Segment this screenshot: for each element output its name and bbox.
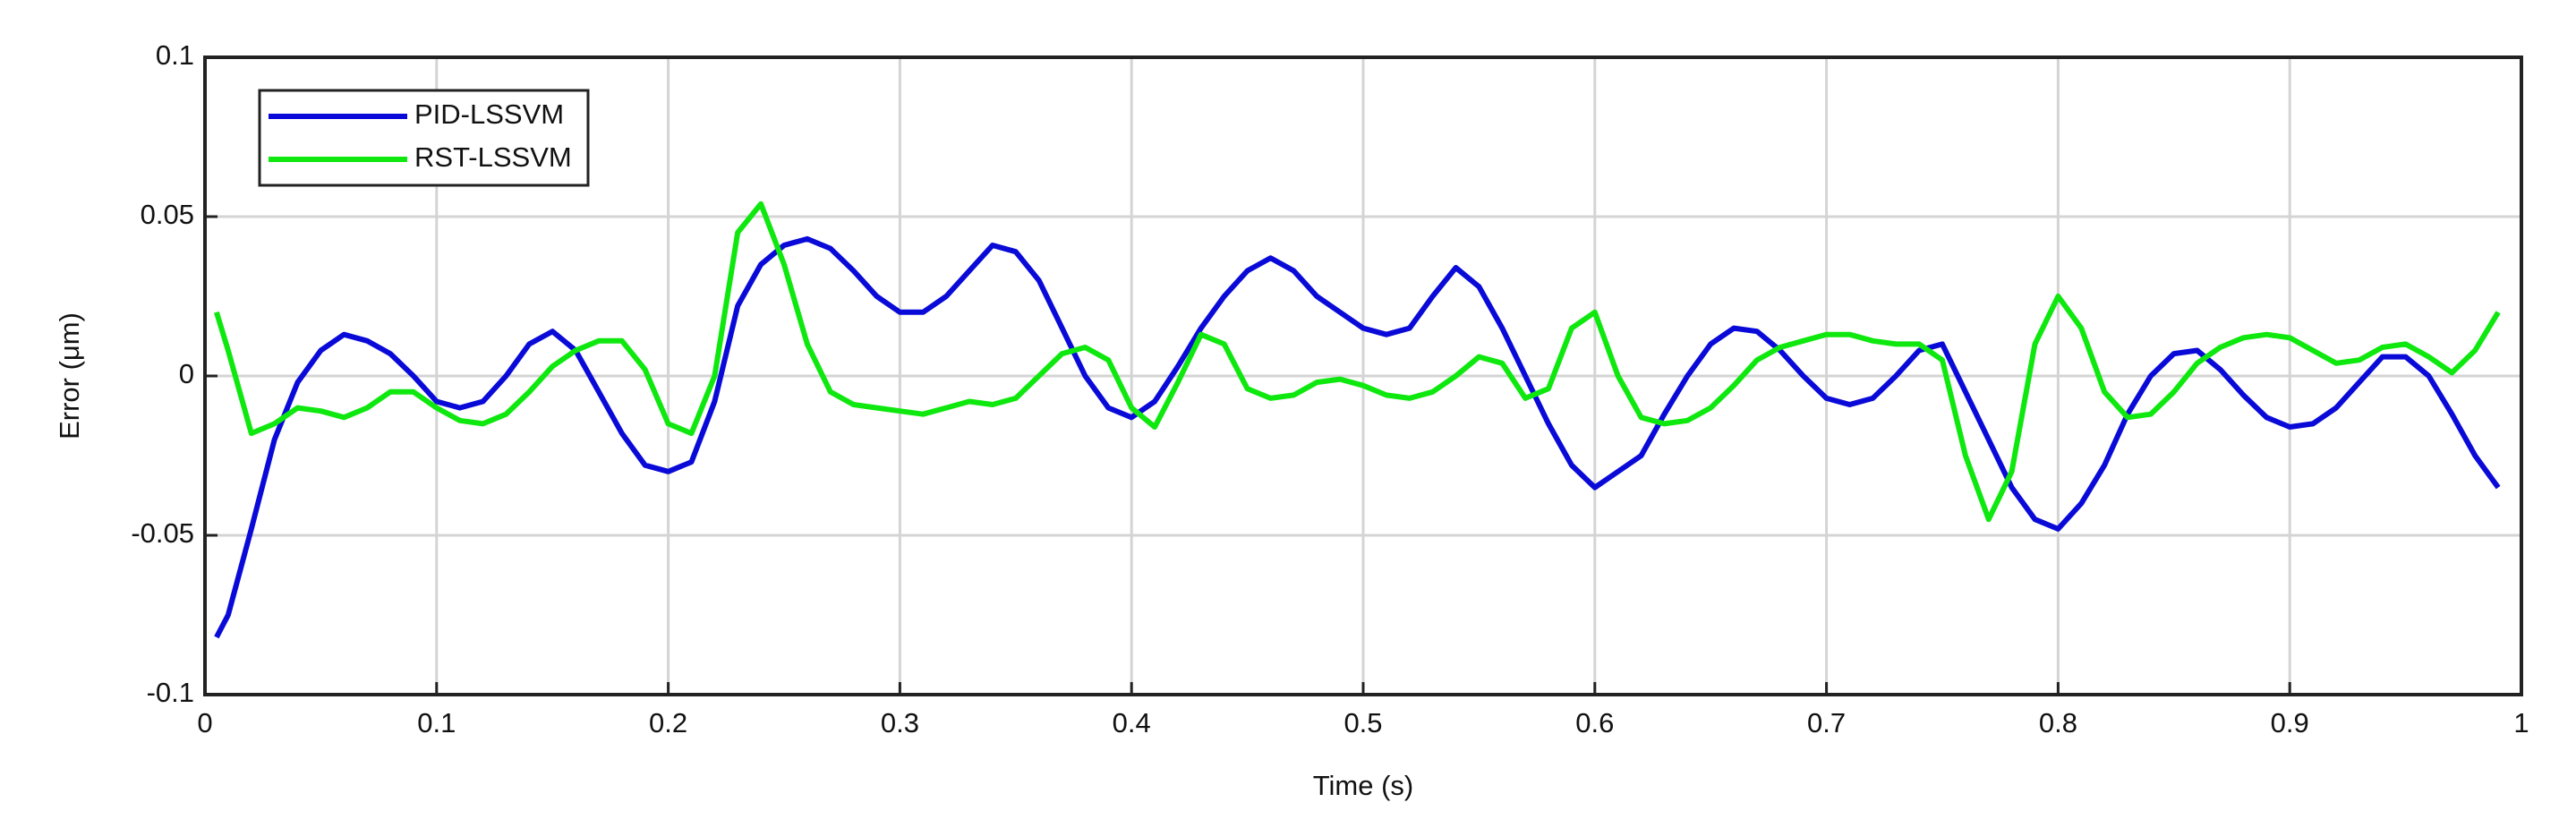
x-tick-label: 0.8 [2039, 707, 2077, 738]
plot-frame [203, 55, 2523, 696]
data-line [214, 235, 2501, 639]
y-tick-label: 0 [179, 358, 194, 389]
legend-box [258, 89, 590, 187]
x-tick-label: 0.3 [881, 707, 919, 738]
x-tick-label: 0.6 [1575, 707, 1614, 738]
x-tick-label: 1 [2513, 707, 2529, 738]
y-axis-label: Error (μm) [54, 312, 85, 440]
x-tick-label: 0.1 [417, 707, 456, 738]
x-tick-label: 0.2 [649, 707, 687, 738]
y-tick-label: 0.1 [156, 39, 194, 71]
legend-label: PID-LSSVM [414, 98, 564, 130]
x-tick-label: 0.9 [2271, 707, 2309, 738]
data-line [214, 201, 2501, 523]
x-axis-label: Time (s) [1313, 770, 1414, 801]
x-tick-label: 0 [197, 707, 212, 738]
x-tick-label: 0.5 [1343, 707, 1382, 738]
y-tick-label: -0.05 [131, 517, 194, 549]
x-tick-label: 0.7 [1807, 707, 1846, 738]
y-tick-label: -0.1 [147, 677, 194, 708]
y-tick-label: 0.05 [141, 199, 194, 230]
x-tick-label: 0.4 [1113, 707, 1151, 738]
legend-label: RST-LSSVM [414, 141, 572, 173]
